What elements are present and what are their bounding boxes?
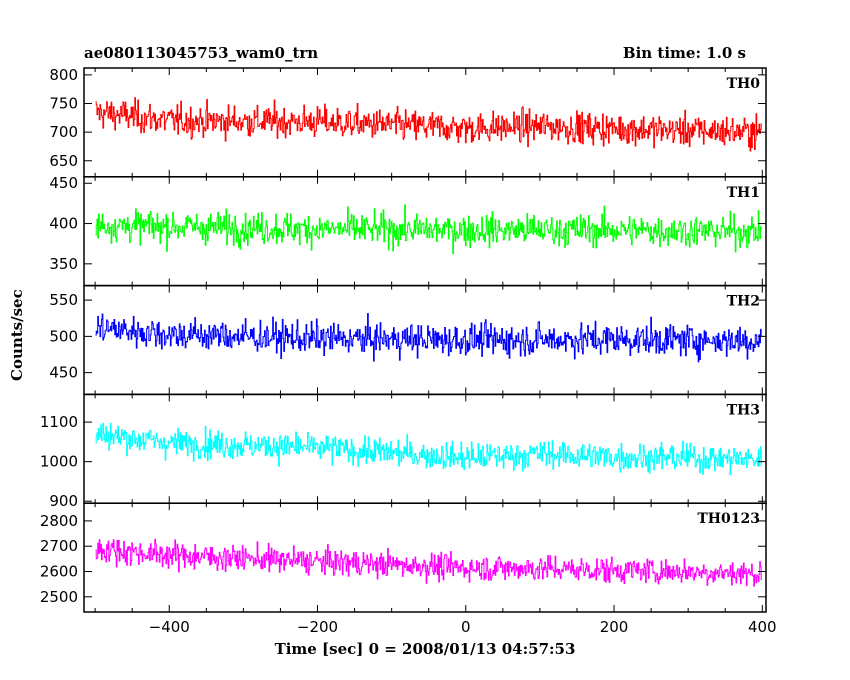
y-tick-label: 700 — [49, 123, 78, 141]
series-th0123 — [95, 538, 762, 587]
x-tick-label: −400 — [149, 618, 190, 636]
y-tick-label: 1000 — [40, 453, 78, 471]
bin-time-label: Bin time: 1.0 s — [622, 44, 746, 62]
y-tick-label: 2800 — [40, 512, 78, 530]
x-tick-label: 200 — [600, 618, 629, 636]
panel-label-th0: TH0 — [727, 76, 761, 92]
panel-label-th3: TH3 — [727, 402, 760, 418]
series-th2 — [95, 313, 762, 363]
y-tick-label: 550 — [49, 291, 78, 309]
y-tick-label: 2500 — [40, 588, 78, 606]
y-tick-label: 800 — [49, 66, 78, 84]
y-tick-label: 2700 — [40, 537, 78, 555]
x-tick-label: 0 — [461, 618, 471, 636]
y-tick-label: 750 — [49, 95, 78, 113]
panel-label-th2: TH2 — [727, 294, 760, 310]
y-tick-label: 500 — [49, 327, 78, 345]
series-th0 — [95, 97, 762, 152]
y-tick-label: 450 — [49, 364, 78, 382]
x-tick-label: 400 — [748, 618, 777, 636]
panel-label-th0123: TH0123 — [697, 511, 760, 527]
chart-title: ae080113045753_wam0_trn — [84, 44, 319, 62]
x-tick-label: −200 — [297, 618, 338, 636]
y-tick-label: 650 — [49, 152, 78, 170]
y-axis-label: Counts/sec — [8, 289, 26, 381]
panel-label-th1: TH1 — [727, 185, 760, 201]
series-th1 — [95, 204, 762, 255]
y-tick-label: 1100 — [40, 413, 78, 431]
y-tick-label: 350 — [49, 255, 78, 273]
series-th3 — [95, 422, 762, 476]
y-tick-label: 900 — [49, 492, 78, 510]
y-tick-label: 400 — [49, 215, 78, 233]
y-tick-label: 2600 — [40, 563, 78, 581]
y-tick-label: 450 — [49, 174, 78, 192]
panel-frame-th0123 — [83, 502, 767, 613]
x-axis-label: Time [sec] 0 = 2008/01/13 04:57:53 — [274, 640, 576, 658]
